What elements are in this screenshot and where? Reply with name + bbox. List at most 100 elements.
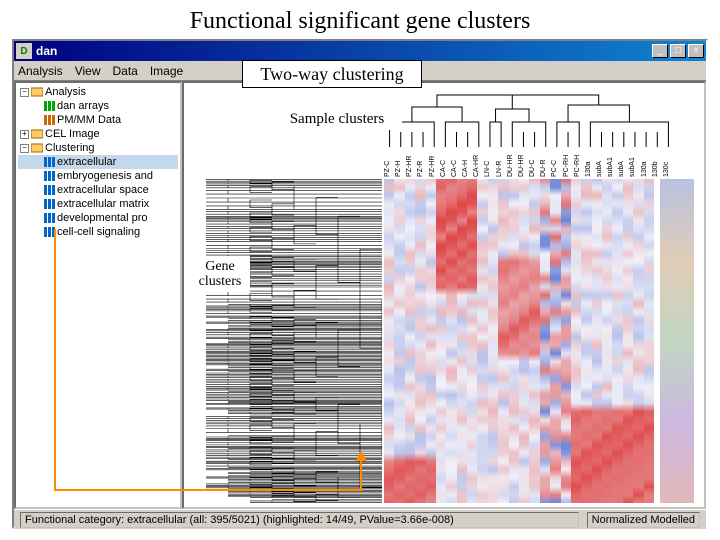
tree-label: cell-cell signaling [57,226,140,238]
content-area: −Analysisdan arraysPM/MM Data+CEL Image−… [14,81,706,509]
tree-item-extracellular-space[interactable]: extracellular space [18,183,178,197]
heatmap-column [581,179,591,503]
column-label: subA1 [607,147,618,177]
tree-label: extracellular [57,156,116,168]
menu-image[interactable]: Image [150,64,183,78]
heatmap-column [644,179,654,503]
column-label: CA-HR [473,147,484,177]
tree-node-icon [43,170,55,182]
tree-node-icon [43,100,55,112]
status-left: Functional category: extracellular (all:… [20,512,579,528]
tree-item-cel-image[interactable]: + CEL Image [18,127,178,141]
heatmap-column [467,179,477,503]
heatmap-column [415,179,425,503]
heatmap-column [384,179,394,503]
tree-item-developmental-pro[interactable]: developmental pro [18,211,178,225]
tree-label: developmental pro [57,212,148,224]
annotation-sample: Sample clusters [272,108,402,130]
column-label: 130a [641,147,652,177]
column-label: PZ-HR [406,147,417,177]
heatmap-column [457,179,467,503]
minimize-button[interactable]: _ [652,44,668,58]
column-label: PZ-R [417,147,428,177]
column-label: DU-R [540,147,551,177]
annotation-arrow [360,457,362,491]
tree-node-icon [43,198,55,210]
titlebar: D dan _ □ × [14,41,706,61]
menu-data[interactable]: Data [112,64,137,78]
tree-item-extracellular[interactable]: extracellular [18,155,178,169]
column-label: subA1 [629,147,640,177]
status-right: Normalized Modelled [587,512,700,528]
slide-title: Functional significant gene clusters [0,0,720,39]
column-labels: PZ-CPZ-HPZ-HRPZ-RPZ-HRCA-CCA-CCA-HCA-HRL… [384,147,674,177]
tree-item-embryogenesis-and[interactable]: embryogenesis and [18,169,178,183]
tree-label: embryogenesis and [57,170,153,182]
window-buttons: _ □ × [652,44,704,58]
overview-strip [660,179,694,503]
column-label: LN-C [484,147,495,177]
column-label: DU-HR [507,147,518,177]
tree-label: dan arrays [57,100,109,112]
tree-item-pm-mm-data[interactable]: PM/MM Data [18,113,178,127]
column-label: subA [596,147,607,177]
column-label: subA [618,147,629,177]
tree-label: Clustering [45,142,95,154]
column-label: PC-RH [563,147,574,177]
tree-item-clustering[interactable]: − Clustering [18,141,178,155]
column-label: PC-C [551,147,562,177]
heatmap-column [540,179,550,503]
maximize-button[interactable]: □ [670,44,686,58]
expand-icon[interactable]: + [20,130,29,139]
tree-label: extracellular space [57,184,149,196]
column-label: 130b [652,147,663,177]
tree-item-dan-arrays[interactable]: dan arrays [18,99,178,113]
tree-node-icon [31,128,43,140]
tree-item-analysis[interactable]: − Analysis [18,85,178,99]
tree-node-icon [43,212,55,224]
column-label: CA-C [451,147,462,177]
close-button[interactable]: × [688,44,704,58]
heatmap-column [623,179,633,503]
heatmap-column [509,179,519,503]
tree-item-extracellular-matrix[interactable]: extracellular matrix [18,197,178,211]
tree-node-icon [31,86,43,98]
heatmap-column [477,179,487,503]
tree-label: CEL Image [45,128,100,140]
menu-view[interactable]: View [75,64,101,78]
menu-analysis[interactable]: Analysis [18,64,63,78]
heatmap-column [498,179,508,503]
statusbar: Functional category: extracellular (all:… [14,509,706,529]
heatmap-column [633,179,643,503]
tree-node-icon [43,184,55,196]
column-label: PZ-HR [429,147,440,177]
heatmap-column [405,179,415,503]
tree-label: PM/MM Data [57,114,121,126]
heatmap-column [592,179,602,503]
heatmap-column [488,179,498,503]
expand-icon[interactable]: − [20,88,29,97]
tree-item-cell-cell-signaling[interactable]: cell-cell signaling [18,225,178,239]
column-label: CA-C [440,147,451,177]
window-title: dan [36,44,652,58]
heatmap-column [394,179,404,503]
tree-node-icon [43,114,55,126]
annotation-gene: Geneclusters [190,256,250,292]
column-label: CA-H [462,147,473,177]
tree-label: Analysis [45,86,86,98]
app-icon: D [16,43,32,59]
column-label: DU-C [529,147,540,177]
tree-panel: −Analysisdan arraysPM/MM Data+CEL Image−… [14,81,182,509]
column-label: DU-HR [518,147,529,177]
heatmap-region: PZ-CPZ-HPZ-HRPZ-RPZ-HRCA-CCA-CCA-HCA-HRL… [184,83,704,507]
tree-node-icon [43,156,55,168]
expand-icon[interactable]: − [20,144,29,153]
column-label: 130a [585,147,596,177]
column-label: PZ-C [384,147,395,177]
heatmap-column [550,179,560,503]
annotation-arrowhead [355,451,367,461]
heatmap-column [571,179,581,503]
heatmap-column [436,179,446,503]
annotation-twoway: Two-way clustering [242,60,422,88]
column-label: PZ-H [395,147,406,177]
